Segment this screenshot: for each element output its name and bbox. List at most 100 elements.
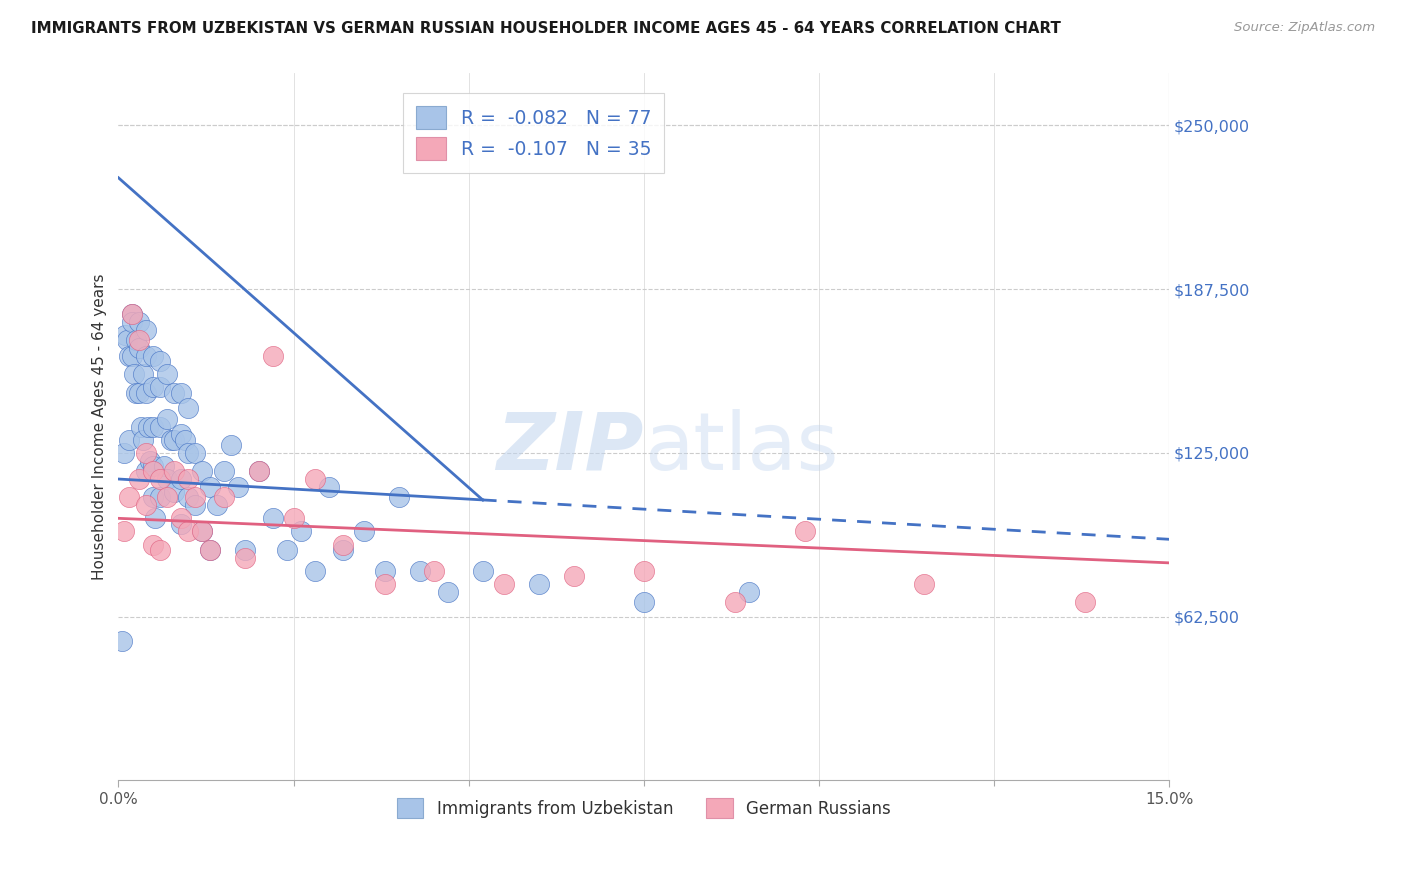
Point: [122, 368, 145, 382]
Point: [198, 542, 221, 557]
Point: [724, 595, 747, 609]
Point: [149, 380, 172, 394]
Point: [219, 438, 242, 452]
Point: [111, 634, 134, 648]
Point: [135, 464, 157, 478]
Point: [163, 385, 186, 400]
Point: [118, 433, 141, 447]
Point: [198, 480, 221, 494]
Point: [1074, 595, 1097, 609]
Point: [247, 464, 270, 478]
Point: [562, 569, 585, 583]
Point: [156, 411, 179, 425]
Point: [492, 577, 515, 591]
Point: [112, 446, 135, 460]
Point: [170, 511, 193, 525]
Point: [149, 542, 172, 557]
Point: [139, 453, 162, 467]
Point: [142, 419, 165, 434]
Point: [170, 516, 193, 531]
Point: [471, 564, 494, 578]
Point: [374, 577, 396, 591]
Point: [142, 380, 165, 394]
Point: [290, 524, 312, 539]
Text: Source: ZipAtlas.com: Source: ZipAtlas.com: [1234, 21, 1375, 34]
Point: [135, 349, 157, 363]
Point: [408, 564, 430, 578]
Point: [332, 537, 354, 551]
Point: [128, 315, 150, 329]
Point: [332, 542, 354, 557]
Point: [115, 333, 138, 347]
Point: [912, 577, 935, 591]
Point: [527, 577, 550, 591]
Point: [191, 524, 214, 539]
Point: [304, 564, 326, 578]
Point: [247, 464, 270, 478]
Point: [149, 472, 172, 486]
Point: [153, 458, 176, 473]
Point: [156, 368, 179, 382]
Point: [156, 491, 179, 505]
Point: [793, 524, 815, 539]
Point: [233, 542, 256, 557]
Point: [149, 419, 172, 434]
Point: [142, 464, 165, 478]
Point: [633, 595, 655, 609]
Point: [738, 584, 761, 599]
Point: [233, 550, 256, 565]
Point: [633, 564, 655, 578]
Point: [191, 464, 214, 478]
Point: [142, 349, 165, 363]
Point: [135, 498, 157, 512]
Text: atlas: atlas: [644, 409, 838, 487]
Point: [128, 472, 150, 486]
Point: [149, 491, 172, 505]
Point: [118, 491, 141, 505]
Point: [177, 472, 200, 486]
Point: [170, 472, 193, 486]
Point: [163, 433, 186, 447]
Point: [283, 511, 305, 525]
Point: [262, 349, 284, 363]
Point: [170, 427, 193, 442]
Point: [353, 524, 375, 539]
Point: [135, 385, 157, 400]
Point: [276, 542, 298, 557]
Point: [142, 537, 165, 551]
Point: [174, 433, 197, 447]
Point: [121, 307, 143, 321]
Point: [136, 419, 159, 434]
Point: [212, 491, 235, 505]
Point: [191, 524, 214, 539]
Y-axis label: Householder Income Ages 45 - 64 years: Householder Income Ages 45 - 64 years: [93, 273, 107, 580]
Point: [422, 564, 444, 578]
Point: [388, 491, 411, 505]
Point: [226, 480, 249, 494]
Point: [114, 328, 136, 343]
Point: [156, 472, 179, 486]
Point: [142, 491, 165, 505]
Point: [129, 419, 152, 434]
Point: [132, 368, 155, 382]
Point: [177, 524, 200, 539]
Point: [374, 564, 396, 578]
Point: [143, 511, 166, 525]
Point: [121, 349, 143, 363]
Point: [128, 341, 150, 355]
Point: [163, 464, 186, 478]
Point: [135, 446, 157, 460]
Point: [149, 354, 172, 368]
Point: [436, 584, 458, 599]
Point: [304, 472, 326, 486]
Text: ZIP: ZIP: [496, 409, 644, 487]
Point: [160, 433, 183, 447]
Point: [142, 458, 165, 473]
Legend: Immigrants from Uzbekistan, German Russians: Immigrants from Uzbekistan, German Russi…: [389, 791, 898, 825]
Point: [205, 498, 228, 512]
Point: [212, 464, 235, 478]
Point: [112, 524, 135, 539]
Point: [177, 491, 200, 505]
Point: [135, 323, 157, 337]
Point: [121, 307, 143, 321]
